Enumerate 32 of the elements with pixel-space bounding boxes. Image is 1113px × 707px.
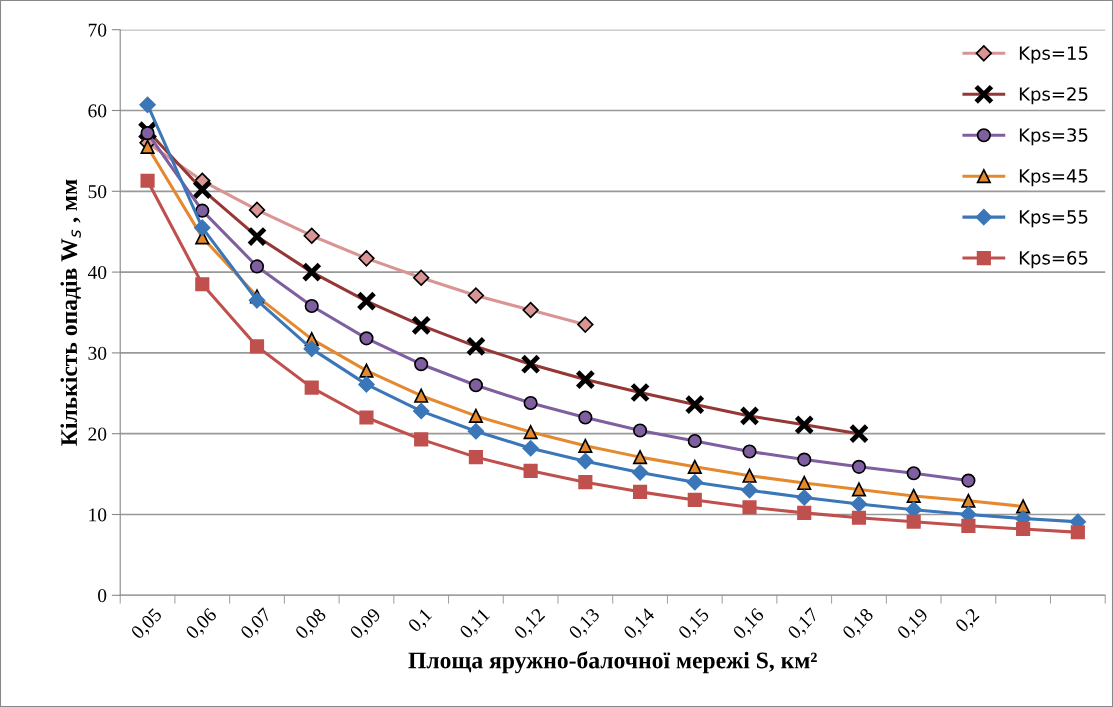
x-tick-label: 0,17 <box>786 607 822 642</box>
legend-label: Kps=35 <box>1019 128 1088 146</box>
y-tick-label: 50 <box>88 185 107 199</box>
legend-label: Kps=55 <box>1019 210 1088 228</box>
x-tick-label: 0,19 <box>896 607 931 642</box>
y-tick-label: 0 <box>98 589 107 603</box>
x-tick-label: 0,2 <box>954 607 982 635</box>
x-tick-label: 0,13 <box>568 607 603 642</box>
y-tick-label: 40 <box>87 265 107 280</box>
legend-label: Kps=65 <box>1019 251 1088 269</box>
y-tick-label: 70 <box>88 23 107 37</box>
x-tick-label: 0,14 <box>622 607 658 642</box>
x-tick-label: 0,06 <box>184 607 220 642</box>
x-tick-label: 0,1 <box>407 607 435 635</box>
y-tick-label: 60 <box>88 104 107 118</box>
x-tick-label: 0,09 <box>349 607 384 642</box>
legend-label: Kps=15 <box>1019 46 1088 64</box>
y-axis-title: Кількість опадів W$_{s}$ , мм <box>60 179 81 446</box>
y-tick-label: 30 <box>88 346 107 360</box>
y-tick-label: 10 <box>89 508 107 522</box>
y-tick-label: 20 <box>88 427 107 441</box>
legend-label: Kps=25 <box>1019 87 1088 105</box>
x-tick-label: 0,08 <box>294 607 329 642</box>
x-tick-label: 0,05 <box>130 607 165 642</box>
x-tick-label: 0,18 <box>841 607 876 642</box>
x-tick-label: 0,11 <box>458 607 493 642</box>
x-tick-label: 0,15 <box>677 607 712 642</box>
legend-label: Kps=45 <box>1019 169 1088 187</box>
x-axis-title: Площа яружно-балочної мережі S, км² <box>408 651 817 674</box>
x-tick-label: 0,12 <box>513 607 548 642</box>
x-tick-label: 0,07 <box>239 607 275 642</box>
x-tick-label: 0,16 <box>732 607 767 642</box>
